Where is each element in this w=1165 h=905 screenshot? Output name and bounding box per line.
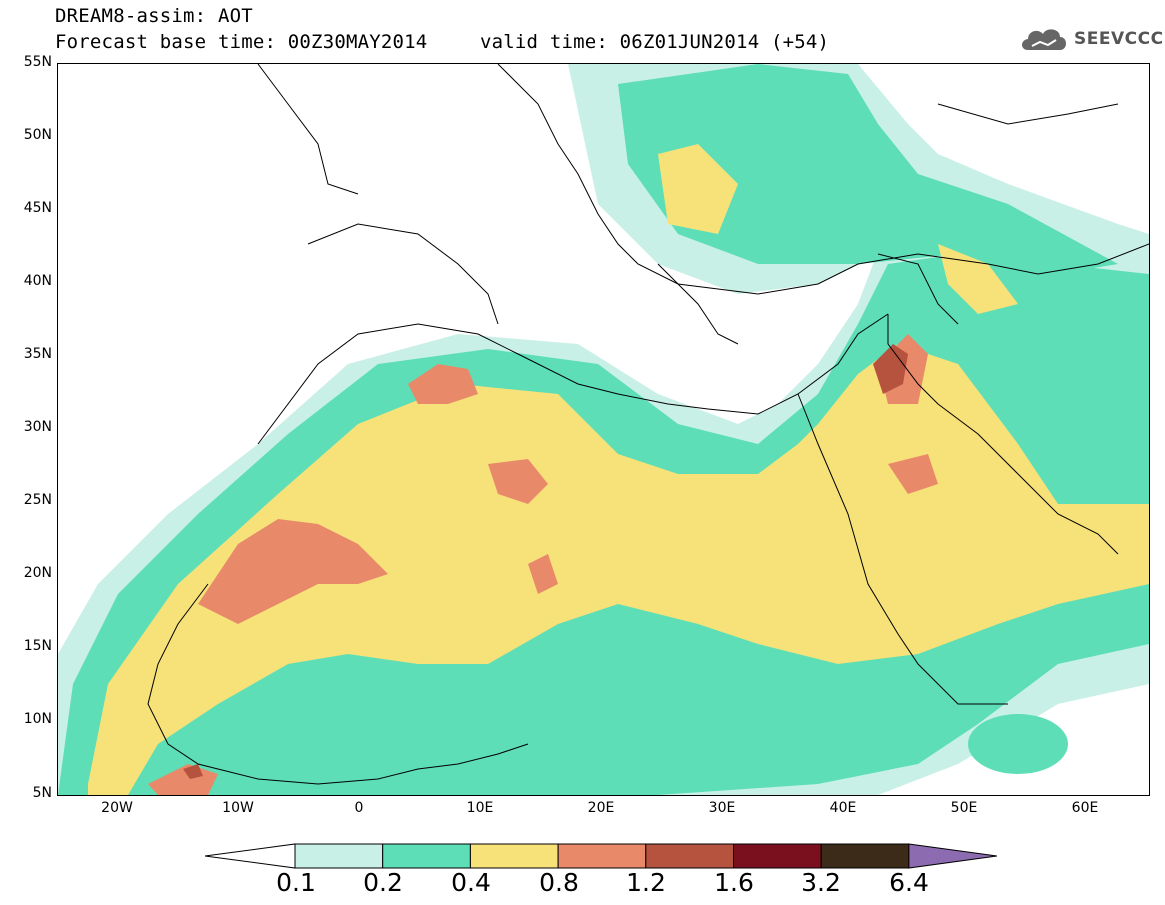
seevccc-logo: SEEVCCC <box>1018 24 1164 54</box>
lon-tick-label: 60E <box>1071 800 1099 816</box>
colorbar-cell <box>820 843 910 869</box>
lon-tick-label: 0 <box>354 800 364 816</box>
colorbar-label: 0.4 <box>451 868 491 897</box>
logo-text: SEEVCCC <box>1074 29 1164 49</box>
lon-tick-label: 20E <box>587 800 615 816</box>
colorbar <box>205 843 997 869</box>
lat-tick-label: 40N <box>23 273 52 289</box>
lon-tick-label: 20W <box>101 800 133 816</box>
colorbar-label: 0.8 <box>539 868 579 897</box>
colorbar-cell <box>645 843 734 869</box>
colorbar-cell <box>294 843 384 869</box>
lat-tick-label: 10N <box>23 711 52 727</box>
lat-tick-label: 35N <box>23 346 52 362</box>
map-title: DREAM8-assim: AOT <box>55 5 253 27</box>
lon-tick-label: 10W <box>222 800 254 816</box>
lon-tick-label: 10E <box>466 800 494 816</box>
colorbar-cell <box>382 843 471 869</box>
lat-tick-label: 20N <box>23 565 52 581</box>
colorbar-label: 6.4 <box>889 868 929 897</box>
forecast-base-time: Forecast base time: 00Z30MAY2014 <box>55 31 428 53</box>
lat-tick-label: 25N <box>23 492 52 508</box>
lat-tick-label: 15N <box>23 638 52 654</box>
colorbar-label: 0.2 <box>363 868 403 897</box>
lat-tick-label: 30N <box>23 419 52 435</box>
cloud-icon <box>1022 29 1066 50</box>
colorbar-label: 3.2 <box>801 868 841 897</box>
coastlines <box>147 64 1149 785</box>
colorbar-label: 1.2 <box>626 868 666 897</box>
lat-tick-label: 55N <box>23 54 52 70</box>
colorbar-cell <box>469 843 559 869</box>
lat-tick-label: 50N <box>23 127 52 143</box>
lat-tick-label: 5N <box>32 785 52 801</box>
lat-tick-label: 45N <box>23 200 52 216</box>
colorbar-label: 0.1 <box>276 868 316 897</box>
colorbar-cell <box>205 843 296 869</box>
aot-map <box>57 63 1150 796</box>
valid-time: valid time: 06Z01JUN2014 (+54) <box>480 31 830 53</box>
lon-tick-label: 30E <box>708 800 736 816</box>
colorbar-label: 1.6 <box>714 868 754 897</box>
colorbar-cell <box>908 843 997 869</box>
colorbar-cell <box>733 843 822 869</box>
aot-contour-0.4 <box>88 144 1149 795</box>
aot-field <box>58 64 1149 795</box>
aot-contour-1.2 <box>183 344 908 779</box>
lon-tick-label: 50E <box>950 800 978 816</box>
colorbar-cell <box>557 843 647 869</box>
aot-contour-0.8 <box>148 334 938 795</box>
lon-tick-label: 40E <box>829 800 857 816</box>
